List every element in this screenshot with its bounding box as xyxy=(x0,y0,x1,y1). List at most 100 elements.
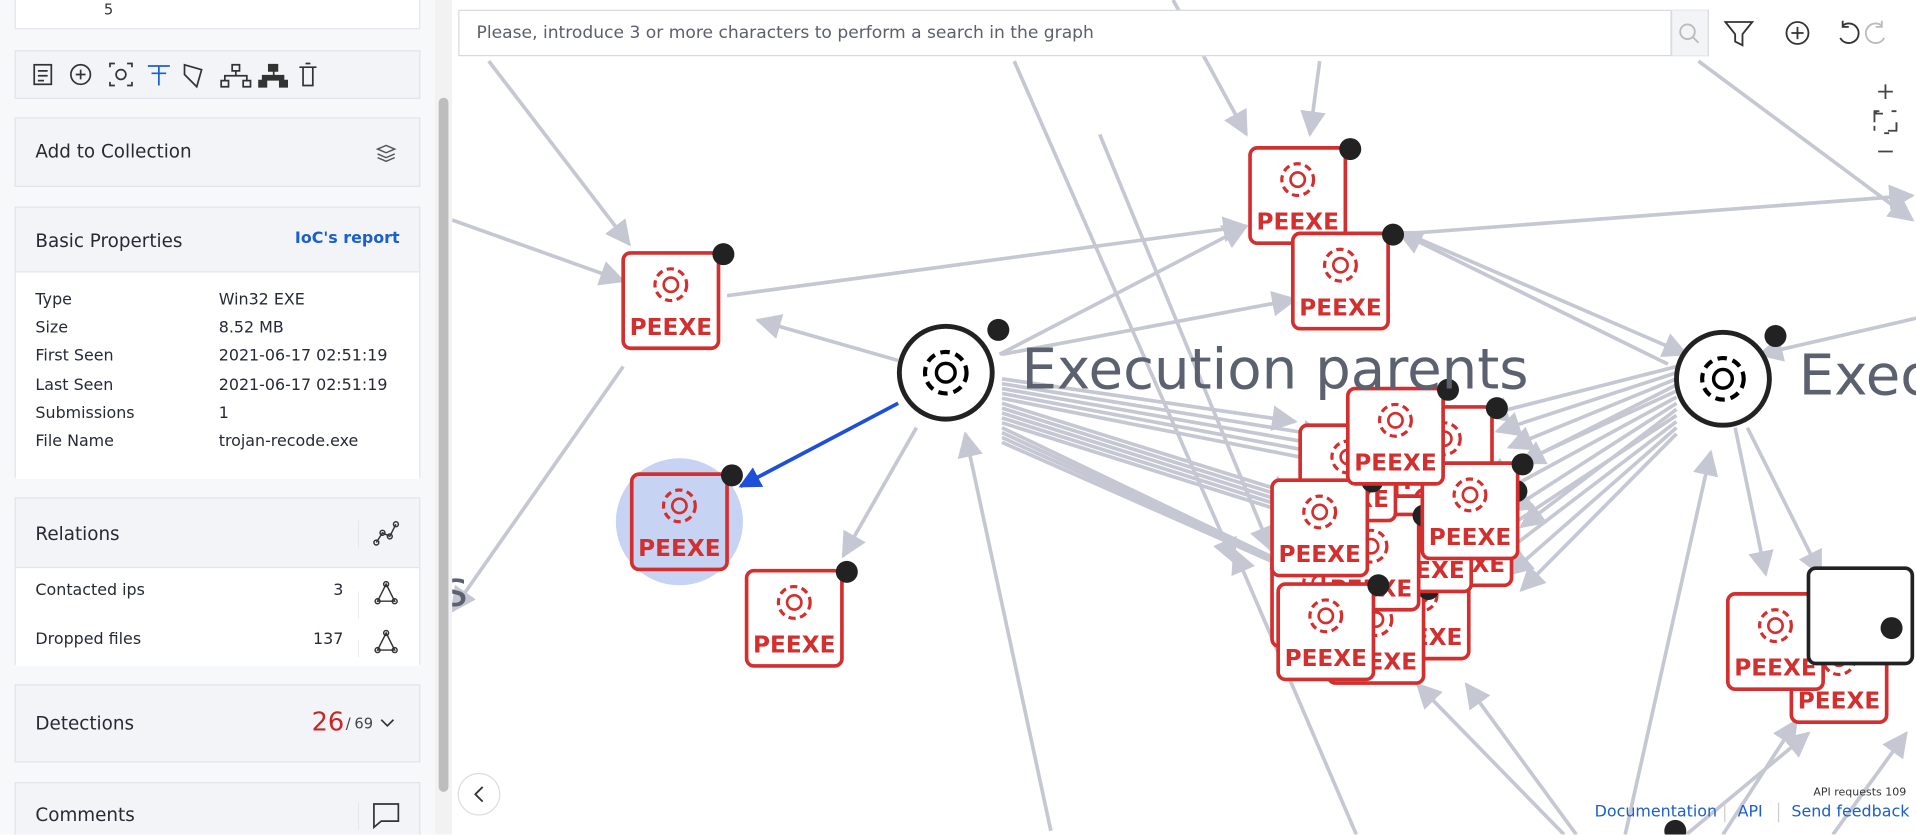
node-badge xyxy=(1764,325,1787,348)
node-ring xyxy=(896,323,995,422)
graph-node[interactable]: PEEXE xyxy=(744,560,858,668)
node-ring xyxy=(1674,329,1772,428)
relation-label: Dropped files xyxy=(35,630,142,649)
graph-node[interactable]: PEEXE xyxy=(1290,223,1405,331)
collapse-button[interactable] xyxy=(457,772,501,816)
relation-count: 3 xyxy=(333,581,344,600)
node-type: PEEXE xyxy=(630,314,712,341)
gear-icon xyxy=(1452,477,1488,513)
graph-edge xyxy=(1507,426,1678,577)
scrollbar[interactable] xyxy=(435,0,453,835)
graph-node[interactable] xyxy=(1674,325,1787,428)
gear-icon xyxy=(1289,171,1307,189)
graph-node[interactable]: PEEXE xyxy=(1345,378,1459,486)
graph-edge xyxy=(1001,401,1298,501)
node-type: PEEXE xyxy=(1429,524,1511,551)
detections-positives: 26 xyxy=(311,707,345,737)
footer-link[interactable]: API xyxy=(1737,802,1763,822)
graph-edge xyxy=(1831,731,1908,835)
graph-edge xyxy=(1519,432,1678,593)
gear-icon xyxy=(785,593,803,611)
gear-icon xyxy=(1767,617,1784,635)
graph-edge xyxy=(726,216,1249,298)
add-icon[interactable] xyxy=(1785,21,1810,45)
count: 5 xyxy=(103,1,114,19)
gear-icon xyxy=(662,276,680,294)
gear-icon xyxy=(934,361,957,384)
zoom-controls[interactable] xyxy=(1873,84,1898,153)
relation-count: 137 xyxy=(313,630,344,649)
actions-toolbar xyxy=(14,50,421,99)
property-value: 2021-06-17 02:51:19 xyxy=(218,375,388,395)
graph-node[interactable]: PEEXE xyxy=(1270,470,1384,578)
graph-edge xyxy=(1506,377,1678,451)
collection-label: Add to Collection xyxy=(35,140,192,163)
node-type: PEEXE xyxy=(638,535,720,562)
footer-link[interactable]: Send feedback xyxy=(1791,802,1910,822)
ioc-report-link[interactable]: IoC's report xyxy=(294,229,400,249)
graph-canvas[interactable]: PEEXE PEEXE PEEXE PEEXE PEEXE PEEXE PEEXE PEEXE… xyxy=(452,0,1916,835)
gear-icon xyxy=(922,349,969,396)
graph-edge xyxy=(1001,376,1298,431)
graph-edge xyxy=(1733,427,1774,577)
property-label: Submissions xyxy=(35,404,135,423)
action-icons[interactable] xyxy=(16,51,419,97)
node-badge xyxy=(987,318,1010,341)
graph-edge xyxy=(1392,184,1915,237)
basic-properties-card: Basic Properties IoC's report Type Win32 … xyxy=(14,206,421,480)
property-label: First Seen xyxy=(35,347,114,366)
property-label: File Name xyxy=(35,432,114,451)
graph-node[interactable]: PEEXE xyxy=(1420,453,1534,561)
property-value: 2021-06-17 02:51:19 xyxy=(218,347,388,366)
gear-icon xyxy=(1700,355,1746,402)
gear-icon xyxy=(1758,608,1793,644)
graph-node[interactable]: PEEXE xyxy=(1725,584,1840,692)
search-button[interactable] xyxy=(1671,9,1709,57)
footer-link[interactable]: Documentation xyxy=(1594,802,1718,822)
collection-card[interactable]: Add to Collection xyxy=(14,117,421,187)
graph-node[interactable]: PEEXE xyxy=(1276,574,1390,682)
graph-edge xyxy=(1416,236,1689,357)
node-badge xyxy=(1485,397,1508,420)
graph-edge xyxy=(1001,386,1359,460)
node-badge xyxy=(1437,378,1459,401)
graph-node[interactable]: PEEXE xyxy=(1248,138,1362,245)
chevron-icon xyxy=(474,786,484,803)
graph-edge xyxy=(1494,395,1678,497)
graph-edge xyxy=(1231,547,1359,835)
graph-edge xyxy=(1506,401,1678,513)
section-title: Basic Properties xyxy=(35,229,183,252)
graph-edge xyxy=(1098,133,1274,553)
property-value: Win32 EXE xyxy=(218,290,305,310)
search-input[interactable]: Please, introduce 3 or more characters t… xyxy=(458,9,1672,57)
graph-edge xyxy=(487,59,631,247)
graph-node[interactable]: PEEXE xyxy=(621,243,735,351)
node-badge xyxy=(1664,819,1687,835)
gear-icon xyxy=(1377,402,1413,438)
node-badge xyxy=(720,464,743,487)
graph-edge xyxy=(1685,731,1811,835)
filter-icon[interactable] xyxy=(1723,21,1755,47)
graph-edge xyxy=(1464,682,1578,835)
gear-icon xyxy=(1386,411,1404,429)
detections-total: 69 xyxy=(354,714,374,732)
graph-edge xyxy=(755,314,899,363)
graph-node[interactable] xyxy=(896,318,1010,422)
node-badge xyxy=(1339,138,1362,161)
graph-toolbar xyxy=(1671,9,1886,57)
undo-icon[interactable] xyxy=(1839,20,1860,44)
graph-node[interactable]: PEEXE xyxy=(615,458,743,586)
node-type: PEEXE xyxy=(1734,655,1816,682)
header-card: 5 xyxy=(14,0,421,30)
gear-icon xyxy=(1302,494,1338,530)
gear-icon xyxy=(670,497,688,515)
redo-icon[interactable] xyxy=(1864,20,1886,44)
node-badge xyxy=(1511,453,1534,476)
gear-icon xyxy=(776,584,812,620)
detections-card[interactable]: Detections 26 / 69 xyxy=(14,684,421,763)
node-badge xyxy=(835,560,858,583)
graph-edge xyxy=(1757,316,1916,362)
comments-card[interactable]: Comments xyxy=(14,782,421,835)
property-value: trojan-recode.exe xyxy=(218,432,359,451)
